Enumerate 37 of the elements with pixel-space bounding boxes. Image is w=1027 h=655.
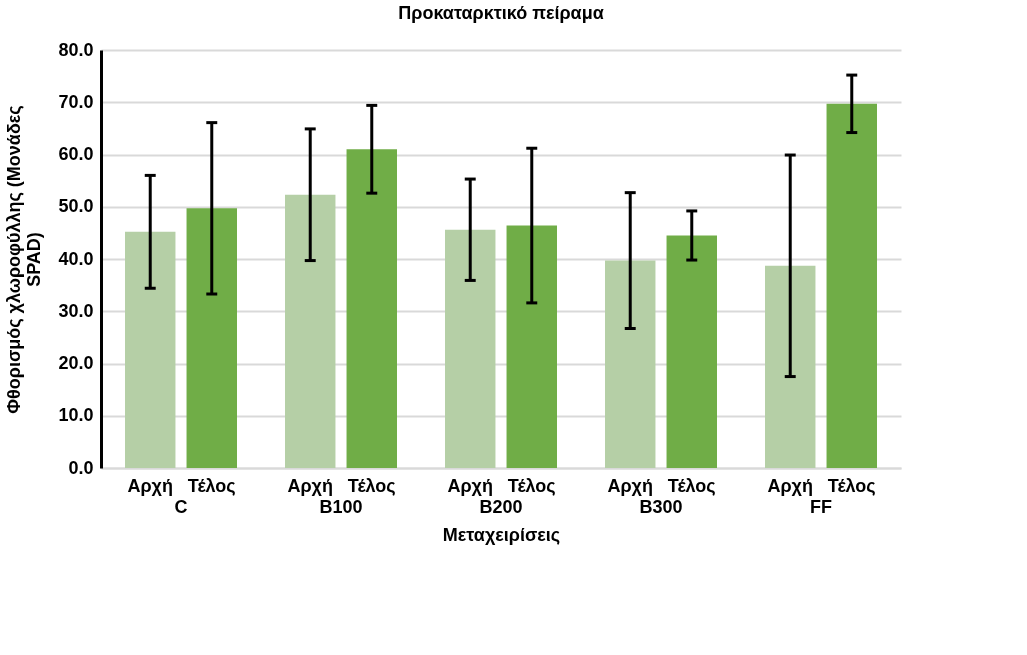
text: Τέλος: [667, 476, 716, 496]
x-axis-title: Μεταχειρίσεις: [442, 524, 561, 545]
x-tick-label: FF: [810, 496, 832, 517]
bar: [666, 235, 717, 468]
text: Αρχή: [607, 476, 653, 496]
series-label: Αρχή: [127, 476, 173, 496]
y-tick-label: 40.0: [58, 248, 94, 269]
bar: [186, 208, 237, 468]
text: Αρχή: [447, 476, 493, 496]
bar: [506, 225, 557, 468]
text: Αρχή: [287, 476, 333, 496]
x-tick-label: C: [174, 496, 188, 517]
y-tick-label: 50.0: [58, 196, 94, 217]
bar: [445, 229, 496, 468]
y-tick-label: 0.0: [68, 457, 94, 478]
bar: [765, 265, 816, 468]
text: Αρχή: [767, 476, 813, 496]
text: Τέλος: [827, 476, 876, 496]
x-tick-label: B300: [639, 496, 683, 517]
y-tick-label: 70.0: [58, 91, 94, 112]
text: Τέλος: [347, 476, 396, 496]
y-axis-title: Φθορισμός χλωροφύλλης (Μονάδες SPAD): [4, 105, 45, 414]
bar: [125, 231, 176, 468]
y-tick-label: 10.0: [58, 405, 94, 426]
text: Τέλος: [507, 476, 556, 496]
series-label: Τέλος: [187, 476, 236, 496]
bar: [285, 194, 336, 468]
chart-title: Προκαταρκτικό πείραμα: [398, 3, 604, 23]
y-tick-label: 20.0: [58, 353, 94, 373]
y-tick-label: 80.0: [58, 39, 94, 60]
y-tick-label: 30.0: [58, 300, 94, 321]
x-tick-label: B100: [319, 496, 363, 517]
bar: [346, 149, 397, 468]
bar: [605, 260, 656, 468]
y-tick-label: 60.0: [58, 144, 94, 164]
bar: [826, 103, 877, 468]
x-tick-label: B200: [479, 496, 523, 517]
